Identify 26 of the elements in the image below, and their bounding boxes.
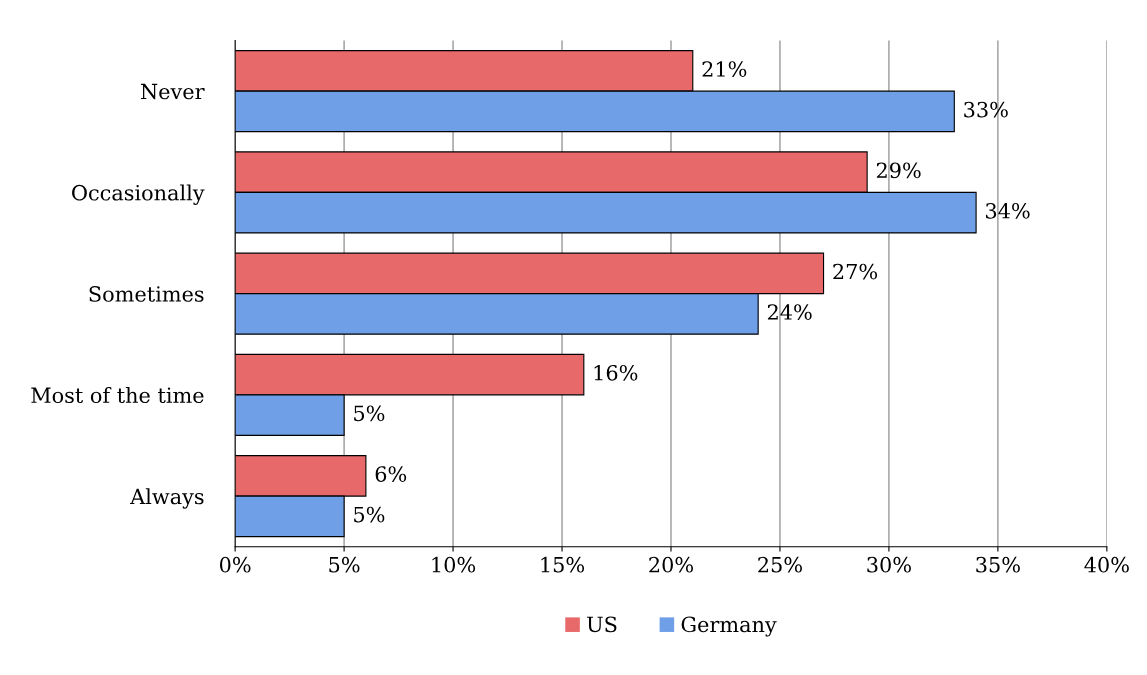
data-label: 6%: [375, 466, 407, 482]
x-tick-label: 25%: [758, 556, 802, 573]
y-tick-label: Most of the time: [31, 386, 204, 404]
y-tick-label: Always: [130, 488, 204, 509]
x-tick-label: 35%: [976, 556, 1020, 573]
data-label: 33%: [964, 101, 1008, 118]
data-label: 27%: [833, 263, 878, 280]
x-tick-label: 0%: [219, 556, 251, 573]
data-label: 21%: [702, 61, 747, 77]
x-tick-label: 15%: [541, 556, 585, 573]
data-label: 34%: [986, 202, 1030, 219]
y-tick-label: Occasionally: [72, 184, 205, 205]
data-label: 5%: [354, 506, 385, 523]
data-label: 29%: [876, 162, 921, 179]
x-tick-label: 10%: [432, 556, 476, 573]
x-tick-label: 5%: [329, 556, 360, 573]
x-tick-label: 30%: [867, 556, 911, 573]
legend-label: US: [587, 616, 617, 633]
data-label: 5%: [354, 405, 385, 422]
data-label: 24%: [767, 304, 812, 320]
y-tick-label: Sometimes: [89, 286, 204, 302]
y-tick-label: Never: [140, 83, 205, 100]
x-tick-label: 40%: [1084, 556, 1129, 573]
data-label: 16%: [594, 364, 638, 381]
legend-label: Germany: [681, 616, 777, 637]
x-tick-label: 20%: [649, 556, 693, 573]
